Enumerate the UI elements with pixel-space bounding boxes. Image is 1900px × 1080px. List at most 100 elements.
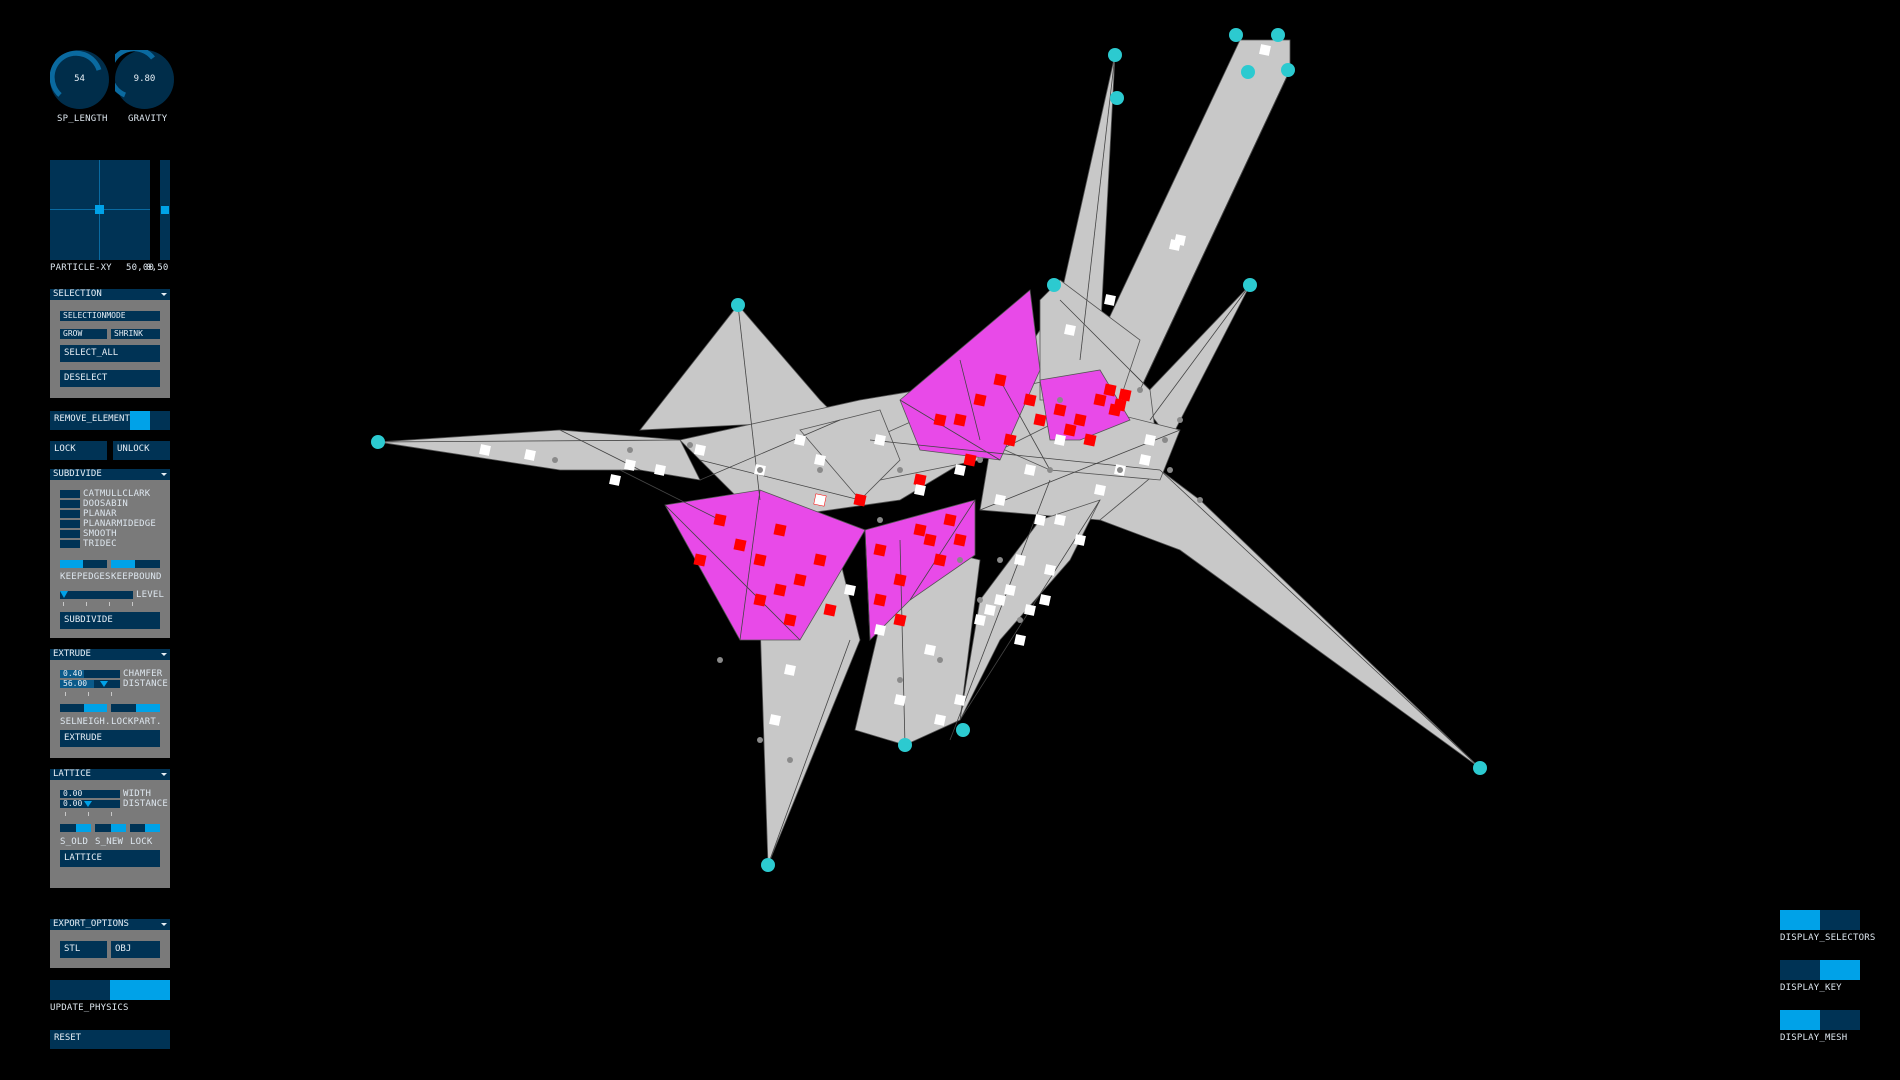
unlock-button[interactable]: UNLOCK — [113, 441, 170, 460]
anchor-node[interactable] — [1229, 28, 1243, 42]
selneigh-toggle[interactable] — [60, 704, 107, 712]
distance-field[interactable]: 56.00 — [60, 680, 120, 688]
option-checkbox[interactable] — [60, 500, 80, 508]
lock-button[interactable]: LOCK — [50, 441, 107, 460]
anchor-node[interactable] — [898, 738, 912, 752]
anchor-node[interactable] — [371, 435, 385, 449]
s-new-toggle[interactable] — [95, 824, 126, 832]
selection-mode-button[interactable]: SELECTIONMODE — [60, 311, 160, 321]
selection-marker — [953, 413, 967, 427]
mesh-marker — [1104, 294, 1116, 306]
mesh-marker — [1014, 634, 1026, 646]
particle-xy-value2: 0,50 — [146, 263, 169, 273]
lattice-distance-field[interactable]: 0.00 — [60, 800, 120, 808]
collapse-arrow-icon[interactable] — [161, 773, 167, 776]
gravity-knob[interactable]: 9.80 — [115, 50, 174, 109]
mesh-marker — [914, 484, 926, 496]
option-checkbox[interactable] — [60, 490, 80, 498]
selection-header[interactable]: SELECTION — [50, 289, 170, 300]
anchor-node[interactable] — [1281, 63, 1295, 77]
anchor-node[interactable] — [1110, 91, 1124, 105]
collapse-arrow-icon[interactable] — [161, 293, 167, 296]
vertex-dot — [757, 737, 763, 743]
update-physics-toggle[interactable] — [50, 980, 170, 1000]
selection-marker — [933, 553, 947, 567]
lattice-ticks — [60, 812, 120, 816]
anchor-node[interactable] — [956, 723, 970, 737]
mesh-edge — [909, 499, 976, 601]
anchor-node[interactable] — [761, 858, 775, 872]
s-old-toggle[interactable] — [60, 824, 91, 832]
vertex-dot — [957, 557, 963, 563]
display-mesh-toggle[interactable] — [1780, 1010, 1860, 1030]
grow-button[interactable]: GROW — [60, 329, 107, 339]
collapse-arrow-icon[interactable] — [161, 473, 167, 476]
anchor-node[interactable] — [731, 298, 745, 312]
selection-marker — [733, 538, 747, 552]
stl-export-button[interactable]: STL — [60, 941, 107, 958]
option-checkbox[interactable] — [60, 520, 80, 528]
chamfer-field[interactable]: 0.40 — [60, 670, 120, 678]
selection-marker — [873, 593, 887, 607]
subdivide-header[interactable]: SUBDIVIDE — [50, 469, 170, 480]
slider-marker-icon — [60, 591, 68, 598]
lattice-header[interactable]: LATTICE — [50, 769, 170, 780]
option-checkbox[interactable] — [60, 510, 80, 518]
z-handle[interactable] — [161, 206, 169, 214]
selection-marker — [893, 613, 907, 627]
remove-element-toggle[interactable]: REMOVE_ELEMENT — [50, 411, 170, 430]
shrink-button[interactable]: SHRINK — [111, 329, 160, 339]
deselect-button[interactable]: DESELECT — [60, 370, 160, 387]
mesh-marker — [1044, 564, 1056, 576]
mesh-marker — [994, 594, 1006, 606]
mesh-marker — [1174, 234, 1186, 246]
mesh-edge — [767, 639, 851, 866]
keepbound-toggle[interactable] — [111, 560, 160, 568]
option-checkbox[interactable] — [60, 530, 80, 538]
vertex-dot — [1017, 617, 1023, 623]
mesh-marker — [1064, 324, 1076, 336]
extrude-header[interactable]: EXTRUDE — [50, 649, 170, 660]
obj-export-button[interactable]: OBJ — [111, 941, 160, 958]
level-slider[interactable] — [60, 591, 133, 599]
xy-handle[interactable] — [95, 205, 104, 214]
lattice-lock-toggle[interactable] — [130, 824, 160, 832]
anchor-node[interactable] — [1243, 278, 1257, 292]
reset-button[interactable]: RESET — [50, 1030, 170, 1049]
lattice-button[interactable]: LATTICE — [60, 850, 160, 867]
anchor-node[interactable] — [1108, 48, 1122, 62]
export-options-header[interactable]: EXPORT_OPTIONS — [50, 919, 170, 930]
collapse-arrow-icon[interactable] — [161, 923, 167, 926]
option-checkbox[interactable] — [60, 540, 80, 548]
level-ticks — [60, 602, 133, 606]
keepedges-toggle[interactable] — [60, 560, 107, 568]
lockpart-toggle[interactable] — [111, 704, 160, 712]
anchor-node[interactable] — [1241, 65, 1255, 79]
mesh-edge — [999, 379, 1051, 471]
mesh-edge — [739, 489, 761, 641]
particle-z-slider[interactable] — [160, 160, 170, 260]
subdivide-button[interactable]: SUBDIVIDE — [60, 612, 160, 629]
collapse-arrow-icon[interactable] — [161, 653, 167, 656]
select-all-button[interactable]: SELECT_ALL — [60, 345, 160, 362]
particle-xy-label: PARTICLE-XY — [50, 263, 112, 273]
mesh-marker — [1039, 594, 1051, 606]
extrude-button[interactable]: EXTRUDE — [60, 730, 160, 747]
display-selectors-toggle[interactable] — [1780, 910, 1860, 930]
sp-length-knob[interactable]: 54 — [50, 50, 109, 109]
anchor-node[interactable] — [1271, 28, 1285, 42]
knob-arc-icon — [50, 50, 102, 97]
vertex-dot — [717, 657, 723, 663]
particle-xy-pad[interactable] — [50, 160, 150, 260]
anchor-node[interactable] — [1473, 761, 1487, 775]
sp-length-value: 54 — [74, 74, 85, 84]
vertex-dot — [1177, 417, 1183, 423]
mesh-marker — [1024, 604, 1036, 616]
width-field[interactable]: 0.00 — [60, 790, 120, 798]
anchor-nodes[interactable] — [371, 28, 1487, 872]
display-key-toggle[interactable] — [1780, 960, 1860, 980]
mesh-marker — [609, 474, 621, 486]
anchor-node[interactable] — [1047, 278, 1061, 292]
lattice-panel — [50, 780, 170, 888]
